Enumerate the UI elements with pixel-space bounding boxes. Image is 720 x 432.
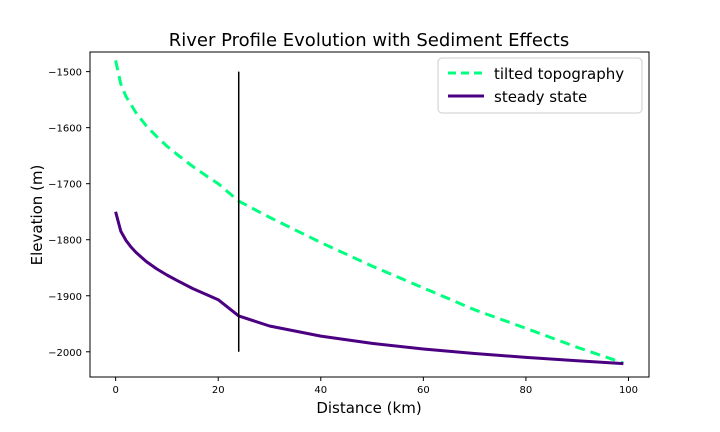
x-tick-label: 100	[619, 385, 638, 396]
plot-area	[114, 60, 624, 366]
x-tick-label: 0	[112, 385, 118, 396]
x-tick-label: 40	[314, 385, 327, 396]
y-tick-label: −1600	[48, 124, 82, 135]
legend-label-steady-state: steady state	[494, 88, 587, 106]
legend: tilted topography steady state	[437, 57, 643, 114]
legend-label-tilted-topography: tilted topography	[494, 65, 624, 83]
y-tick-label: −1500	[48, 68, 82, 79]
x-tick-label: 80	[520, 385, 533, 396]
chart-title: River Profile Evolution with Sediment Ef…	[169, 30, 570, 51]
legend-box	[437, 57, 643, 114]
y-tick-label: −1900	[48, 292, 82, 303]
y-tick-label: −2000	[48, 348, 82, 359]
y-axis-label: Elevation (m)	[28, 165, 46, 266]
x-tick-label: 60	[417, 385, 430, 396]
x-tick-label: 20	[212, 385, 225, 396]
y-tick-label: −1800	[48, 236, 82, 247]
y-tick-label: −1700	[48, 180, 82, 191]
x-axis-label: Distance (km)	[316, 399, 421, 417]
x-axis: 0 20 40 60 80 100	[112, 377, 638, 396]
y-axis: −2000 −1900 −1800 −1700 −1600 −1500	[48, 68, 90, 359]
plot-frame	[89, 51, 650, 378]
series-line-steady-state	[114, 211, 624, 366]
